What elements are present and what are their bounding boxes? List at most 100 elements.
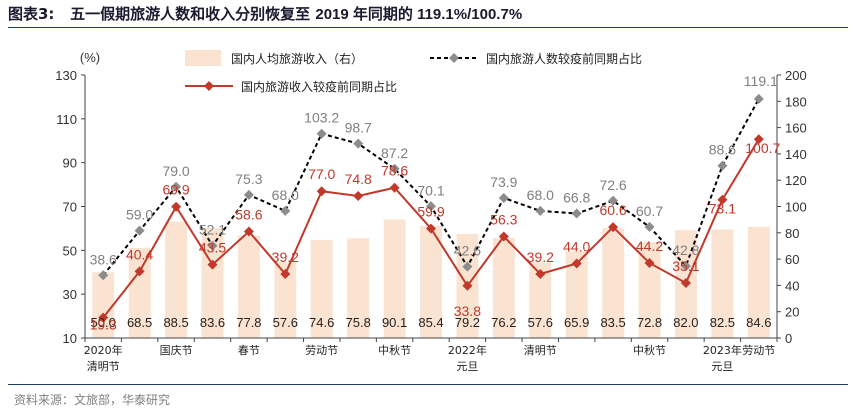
revenue-point [753,134,764,145]
bar-value-label: 85.4 [418,315,443,330]
right-tick-label: 40 [785,278,799,293]
right-tick-label: 180 [785,94,807,109]
count-value-label: 60.7 [636,203,663,219]
title-tail: 2019 年同期的 119.1%/100.7% [315,6,523,23]
count-value-label: 66.8 [563,190,590,206]
revenue-point [134,266,145,277]
left-tick-label: 50 [63,243,77,258]
x-tick-label: 元旦 [711,360,733,373]
count-value-label: 72.6 [599,177,626,193]
right-tick-label: 200 [785,68,807,83]
right-tick-label: 140 [785,147,807,162]
legend-swatch-bars [185,50,221,66]
left-tick-label: 30 [63,287,77,302]
revenue-value-label: 43.5 [199,240,226,256]
revenue-point [608,222,619,233]
bar-value-label: 50.0 [91,315,116,330]
count-value-label: 103.2 [304,110,339,126]
revenue-value-label: 44.2 [636,238,663,254]
revenue-point [535,269,546,279]
count-point [462,261,473,272]
count-point [316,128,327,139]
revenue-value-label: 77.0 [308,166,335,182]
revenue-point [680,278,691,288]
revenue-value-label: 73.1 [709,201,736,217]
x-tick-label: 春节 [238,344,260,357]
count-value-label: 42.6 [454,243,481,259]
legend-swatch-revenue-marker [204,81,214,91]
bar [492,237,515,338]
source-note: 资料来源：文旅部，华泰研究 [14,393,171,407]
bar-value-label: 68.5 [127,315,152,330]
revenue-point [426,223,436,234]
x-tick-label: 2022年 [448,343,487,357]
right-tick-label: 120 [785,173,807,188]
legend: 国内人均旅游收入（右） 国内旅游人数较疫前同期占比 国内旅游收入较疫前同期占比 [185,50,642,94]
bar [310,239,333,338]
count-point [207,240,218,251]
count-point [717,160,728,171]
footer-divider [8,384,848,385]
bar-value-label: 57.6 [273,315,298,330]
left-tick-label: 110 [56,112,77,127]
count-value-label: 70.1 [417,182,444,198]
bar-value-label: 84.6 [746,315,771,330]
revenue-value-label: 60.6 [599,202,626,218]
count-value-label: 68.0 [527,187,554,203]
bar-value-label: 74.6 [309,315,334,330]
x-axis-ticks [84,338,778,342]
legend-swatch-count-marker [449,53,459,63]
revenue-point [280,269,291,279]
bar-series-group [92,219,770,339]
revenue-point [462,280,473,291]
x-tick-label: 清明节 [524,344,557,357]
revenue-value-label: 56.3 [490,212,517,228]
bar [165,221,187,338]
count-point [243,189,254,200]
count-value-label: 79.0 [162,163,189,179]
revenue-point [207,259,218,270]
count-point [280,205,291,216]
count-value-label: 87.2 [381,145,408,161]
title-text: 五一假期旅游人数和收入分别恢复至 [70,5,311,23]
revenue-point [316,186,327,197]
legend-label-bars: 国内人均旅游收入（右） [231,51,363,66]
title-label: 图表3: [8,5,55,23]
revenue-point [644,258,655,268]
bar [420,225,442,338]
bar [274,262,297,338]
revenue-point [498,231,509,242]
left-axis-unit: (%) [80,50,100,65]
bar-value-label: 90.1 [382,315,407,330]
count-point [498,193,509,203]
x-tick-label: 劳动节 [742,344,775,357]
revenue-value-label: 39.2 [272,249,299,265]
revenue-value-label: 40.4 [126,246,153,262]
count-value-label: 88.6 [709,142,736,158]
bar [529,262,552,338]
x-tick-label: 2020年 [84,343,123,357]
bar-value-label: 76.2 [491,315,516,330]
revenue-value-label: 69.9 [162,182,189,198]
bar [128,247,151,338]
revenue-value-label: 39.2 [527,249,554,265]
series-lines [98,93,764,323]
revenue-value-label: 78.6 [381,163,408,179]
revenue-point [389,182,400,193]
bar-value-label: 72.8 [637,315,662,330]
bar-value-label: 83.5 [600,315,625,330]
x-tick-label: 劳动节 [305,344,338,357]
right-tick-label: 100 [785,200,807,215]
figure-title: 图表3: 五一假期旅游人数和收入分别恢复至 2019 年同期的 119.1%/1… [8,2,848,26]
right-tick-label: 60 [785,252,799,267]
bar-value-label: 57.6 [528,315,553,330]
title-divider [8,27,848,28]
x-tick-label: 元旦 [456,360,478,373]
left-tick-label: 130 [55,68,77,83]
count-value-label: 68.0 [272,187,299,203]
revenue-point [353,191,364,201]
count-point [608,195,619,206]
bar-value-labels: 50.0 68.5 88.5 83.6 77.8 57.6 74.6 75.8 90.1 85.4… [91,315,772,330]
bar-value-label: 65.9 [564,315,589,330]
bar [383,219,406,338]
